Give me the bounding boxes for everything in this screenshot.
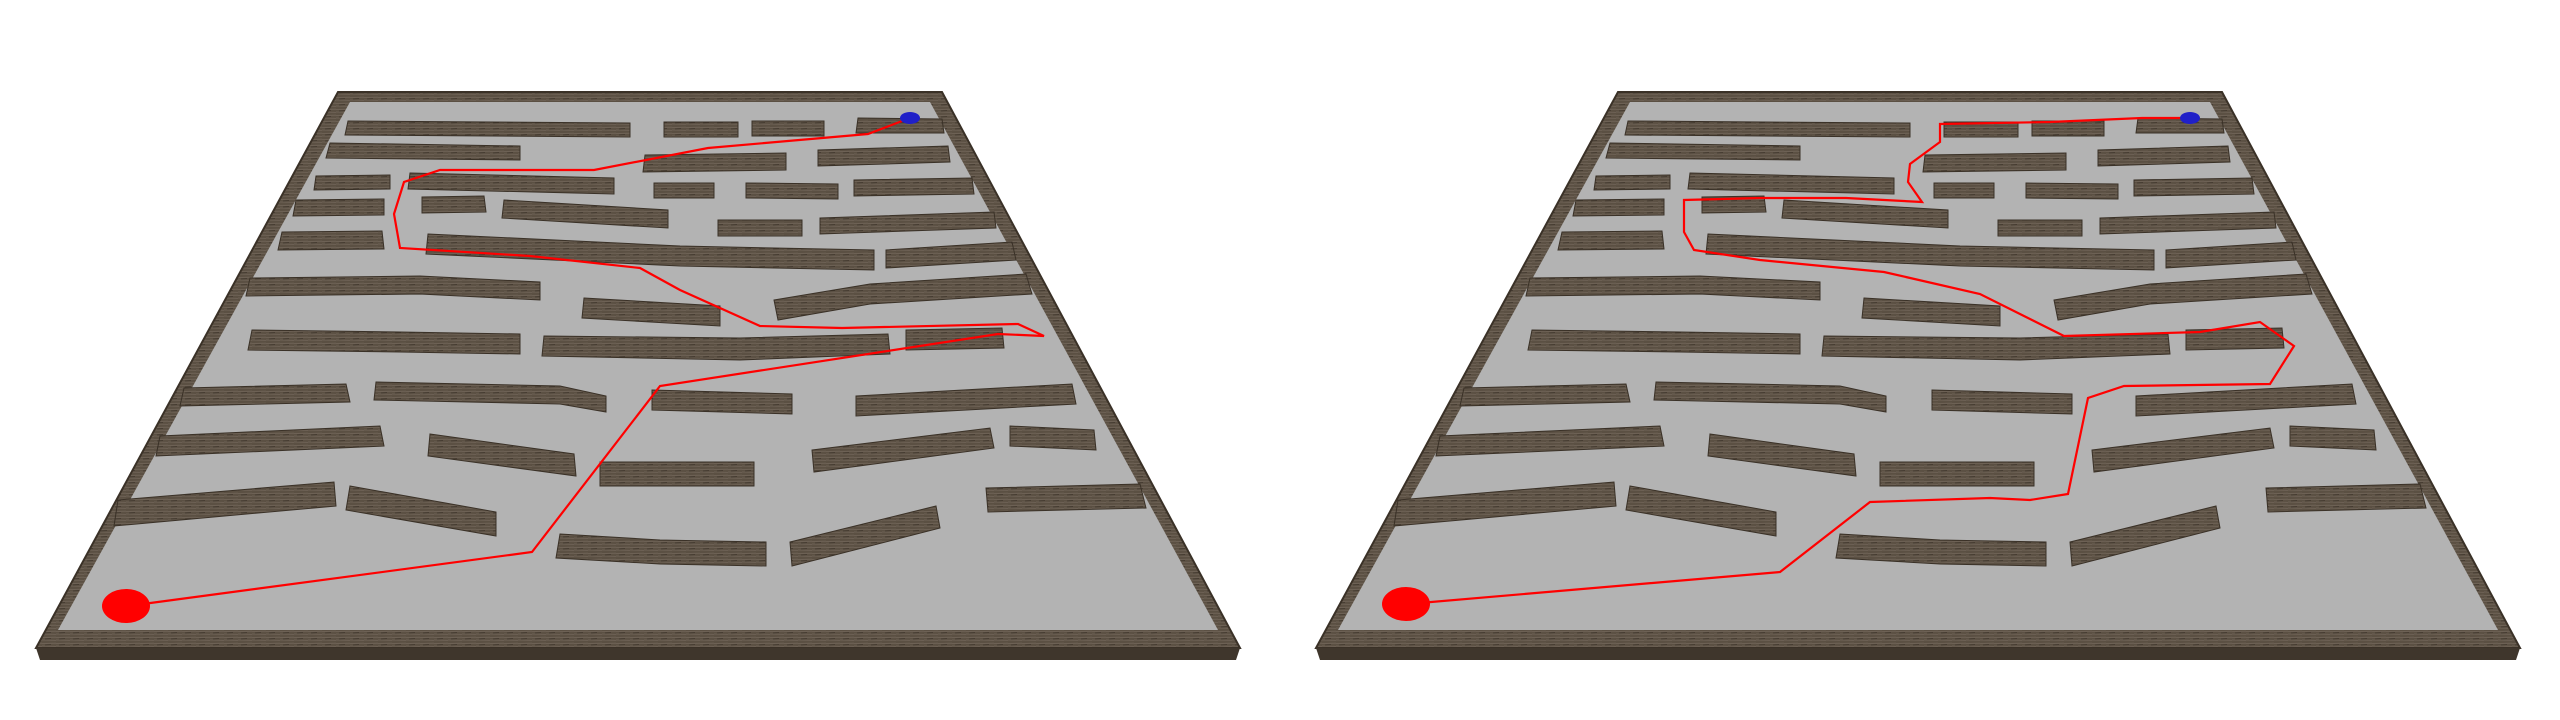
maze-wall bbox=[245, 275, 541, 301]
maze-wall bbox=[2099, 211, 2277, 235]
maze-wall bbox=[1572, 198, 1665, 217]
maze-wall bbox=[1625, 485, 1777, 537]
maze-wall bbox=[179, 383, 351, 407]
maze-wall bbox=[313, 174, 391, 191]
maze-wall bbox=[2097, 145, 2231, 167]
maze-wall bbox=[1821, 333, 2171, 361]
maze-wall bbox=[1705, 233, 2155, 271]
maze-wall bbox=[2025, 182, 2119, 200]
maze-wall bbox=[1879, 461, 2035, 487]
maze-wall bbox=[427, 433, 577, 477]
maze-wall bbox=[1861, 297, 2001, 327]
start-marker bbox=[1382, 587, 1430, 621]
solution-path bbox=[1407, 116, 2296, 606]
maze-wall bbox=[407, 172, 615, 195]
maze-wall bbox=[1393, 481, 1617, 527]
maze-wall bbox=[325, 142, 521, 161]
maze-wall bbox=[1459, 383, 1631, 407]
maze-wall bbox=[651, 389, 793, 415]
maze-wall bbox=[1707, 433, 1857, 477]
maze-wall bbox=[1653, 381, 1887, 413]
maze-walls bbox=[1393, 117, 2427, 567]
maze-wall bbox=[277, 230, 385, 251]
maze-wall bbox=[817, 145, 951, 167]
maze-wall bbox=[855, 383, 1077, 417]
maze-wall bbox=[1435, 425, 1665, 457]
start-marker bbox=[102, 589, 150, 623]
maze-wall bbox=[642, 152, 787, 173]
maze-wall bbox=[1624, 120, 1911, 138]
maze-wall bbox=[663, 121, 739, 138]
maze-wall bbox=[113, 481, 337, 527]
maze-wall bbox=[555, 533, 767, 567]
maze-wall bbox=[2031, 120, 2105, 137]
maze-wall bbox=[425, 233, 875, 271]
maze-wall bbox=[985, 483, 1147, 513]
maze-wall bbox=[853, 177, 975, 197]
maze-wall bbox=[2135, 117, 2225, 134]
maze-wall bbox=[2165, 241, 2297, 269]
maze-wall bbox=[751, 120, 825, 137]
maze-wall bbox=[1922, 152, 2067, 173]
maze-wall bbox=[421, 195, 487, 214]
maze-wall bbox=[1933, 182, 1995, 199]
maze-wall bbox=[1593, 174, 1671, 191]
maze-wall bbox=[1701, 195, 1767, 214]
maze-wall bbox=[2289, 425, 2377, 451]
maze-wall bbox=[292, 198, 385, 217]
maze-wall bbox=[344, 120, 631, 138]
maze-wall bbox=[1527, 329, 1801, 355]
maze-wall bbox=[745, 182, 839, 200]
maze-wall bbox=[581, 297, 721, 327]
maze-panel-left bbox=[34, 91, 1242, 660]
maze-wall bbox=[885, 241, 1017, 269]
maze-wall bbox=[373, 381, 607, 413]
maze-wall bbox=[2185, 327, 2285, 351]
maze-wall bbox=[541, 333, 891, 361]
maze-wall bbox=[1525, 275, 1821, 301]
maze-wall bbox=[2069, 505, 2221, 567]
maze-board-frame-bottom bbox=[1316, 648, 2520, 660]
maze-wall bbox=[1835, 533, 2047, 567]
maze-wall bbox=[2135, 383, 2357, 417]
maze-wall bbox=[2265, 483, 2427, 513]
maze-wall bbox=[345, 485, 497, 537]
maze-wall bbox=[811, 427, 995, 473]
maze-wall bbox=[1931, 389, 2073, 415]
maze-wall bbox=[1781, 199, 1949, 229]
maze-wall bbox=[2091, 427, 2275, 473]
maze-wall bbox=[855, 117, 945, 134]
maze-board-frame-bottom bbox=[36, 648, 1240, 660]
maze-wall bbox=[2053, 273, 2313, 321]
maze-wall bbox=[1997, 219, 2083, 237]
goal-marker bbox=[2180, 112, 2200, 124]
maze-wall bbox=[599, 461, 755, 487]
maze-wall bbox=[789, 505, 941, 567]
maze-wall bbox=[653, 182, 715, 199]
maze-wall bbox=[1687, 172, 1895, 195]
maze-wall bbox=[773, 273, 1033, 321]
maze-wall bbox=[1557, 230, 1665, 251]
maze-wall bbox=[1009, 425, 1097, 451]
maze-wall bbox=[155, 425, 385, 457]
maze-panel-right bbox=[1314, 91, 2522, 660]
maze-wall bbox=[717, 219, 803, 237]
maze-wall bbox=[2133, 177, 2255, 197]
maze-wall bbox=[501, 199, 669, 229]
maze-wall bbox=[1605, 142, 1801, 161]
maze-wall bbox=[819, 211, 997, 235]
goal-marker bbox=[900, 112, 920, 124]
solution-path bbox=[127, 116, 1045, 608]
maze-walls bbox=[113, 117, 1147, 567]
maze-wall bbox=[247, 329, 521, 355]
